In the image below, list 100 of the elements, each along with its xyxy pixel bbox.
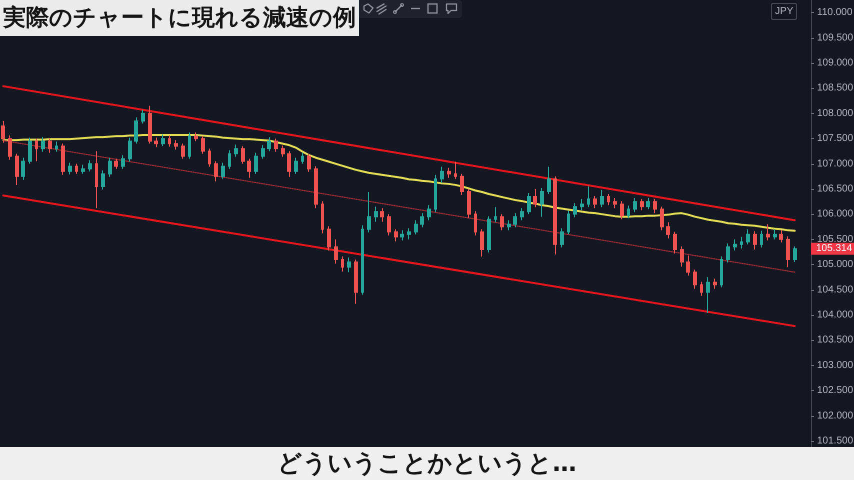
candlestick — [128, 137, 132, 162]
candlestick — [460, 173, 464, 196]
candlestick — [61, 143, 65, 176]
candlestick — [407, 228, 411, 240]
candlestick — [600, 189, 604, 208]
candlestick — [261, 144, 265, 160]
candlestick — [733, 238, 737, 251]
candlestick — [287, 150, 291, 178]
candlestick — [321, 200, 324, 234]
candlestick — [68, 162, 72, 175]
candlestick — [361, 224, 364, 296]
candlestick — [234, 144, 238, 158]
candlestick — [141, 109, 145, 124]
candlestick — [21, 157, 25, 180]
candlestick — [467, 188, 471, 219]
candlestick — [48, 138, 52, 154]
candlestick — [779, 230, 783, 243]
candlestick — [301, 152, 304, 164]
candlestick — [241, 146, 245, 164]
y-tick-label: 107.500 — [817, 133, 854, 144]
candlestick — [194, 132, 198, 142]
candlestick — [228, 150, 231, 170]
candlestick — [553, 176, 557, 255]
candlestick — [640, 198, 644, 211]
candlestick — [75, 163, 78, 174]
candlestick — [254, 152, 258, 174]
y-tick-label: 104.500 — [817, 284, 854, 296]
candlestick — [101, 170, 105, 190]
candlestick — [567, 210, 570, 235]
candlestick — [387, 214, 391, 236]
candlestick — [580, 198, 584, 211]
candlestick — [660, 206, 664, 231]
candlestick — [760, 230, 763, 248]
y-tick-label: 107.000 — [817, 158, 854, 170]
candlestick — [208, 148, 211, 168]
candlestick — [587, 186, 590, 208]
candlestick — [274, 138, 278, 152]
candlestick — [334, 238, 338, 264]
candlestick — [221, 162, 225, 180]
text: 105.314 — [816, 243, 853, 254]
candlestick — [420, 212, 424, 228]
candlestick — [281, 145, 285, 158]
y-tick-label: 101.500 — [817, 435, 854, 446]
candlestick — [786, 236, 790, 268]
candlestick — [547, 166, 551, 195]
candlestick — [214, 160, 218, 182]
candlestick — [454, 161, 457, 180]
candlestick — [533, 188, 537, 208]
candlestick — [513, 212, 517, 228]
candlestick — [35, 138, 38, 162]
candlestick — [573, 202, 577, 218]
candlestick — [633, 198, 637, 213]
y-tick-label: 103.500 — [817, 334, 854, 346]
y-tick-label: 102.500 — [817, 385, 854, 396]
candlestick — [666, 222, 670, 239]
candlestick — [121, 154, 125, 170]
candlestick — [427, 204, 431, 221]
y-tick-label: 109.500 — [817, 32, 854, 44]
candlestick — [400, 230, 404, 241]
candlestick — [507, 220, 511, 231]
candlestick — [41, 136, 45, 152]
candlestick — [613, 198, 617, 209]
candlestick — [680, 246, 684, 268]
candlestick — [341, 256, 344, 272]
candlestick — [500, 214, 504, 231]
y-tick-label: 105.500 — [817, 234, 854, 245]
y-tick-label: 105.000 — [817, 259, 854, 270]
candlestick — [673, 231, 677, 254]
candlestick — [81, 164, 85, 174]
candlestick — [380, 208, 384, 222]
candlestick — [114, 158, 118, 170]
y-tick-label: 106.000 — [817, 208, 854, 220]
candlestick — [753, 230, 757, 250]
chart-title: 実際のチャートに現れる減速の例 — [0, 0, 359, 36]
candlestick — [607, 194, 610, 206]
candlestick — [161, 134, 165, 147]
candlestick — [713, 278, 717, 290]
y-tick-label: 109.000 — [817, 57, 854, 68]
candlestick — [394, 228, 398, 242]
candlestick — [627, 205, 630, 219]
candlestick — [700, 281, 703, 296]
candlestick — [374, 206, 378, 222]
candlestick — [560, 228, 564, 248]
candlestick — [201, 136, 205, 154]
candlestick — [95, 150, 98, 209]
candlestick — [487, 216, 491, 253]
candlestick — [181, 143, 185, 160]
candlestick — [174, 140, 178, 150]
candlestick — [620, 200, 624, 220]
candlestick — [88, 160, 92, 172]
candlestick — [414, 220, 418, 235]
candlestick — [267, 136, 271, 152]
candlestick — [520, 208, 524, 221]
candlestick — [740, 236, 743, 249]
candlestick — [726, 242, 730, 264]
y-tick-label: 110.000 — [817, 7, 853, 18]
candlestick — [474, 210, 477, 236]
candlestick — [540, 187, 544, 218]
candlestick — [28, 137, 32, 164]
candlestick — [367, 192, 371, 233]
